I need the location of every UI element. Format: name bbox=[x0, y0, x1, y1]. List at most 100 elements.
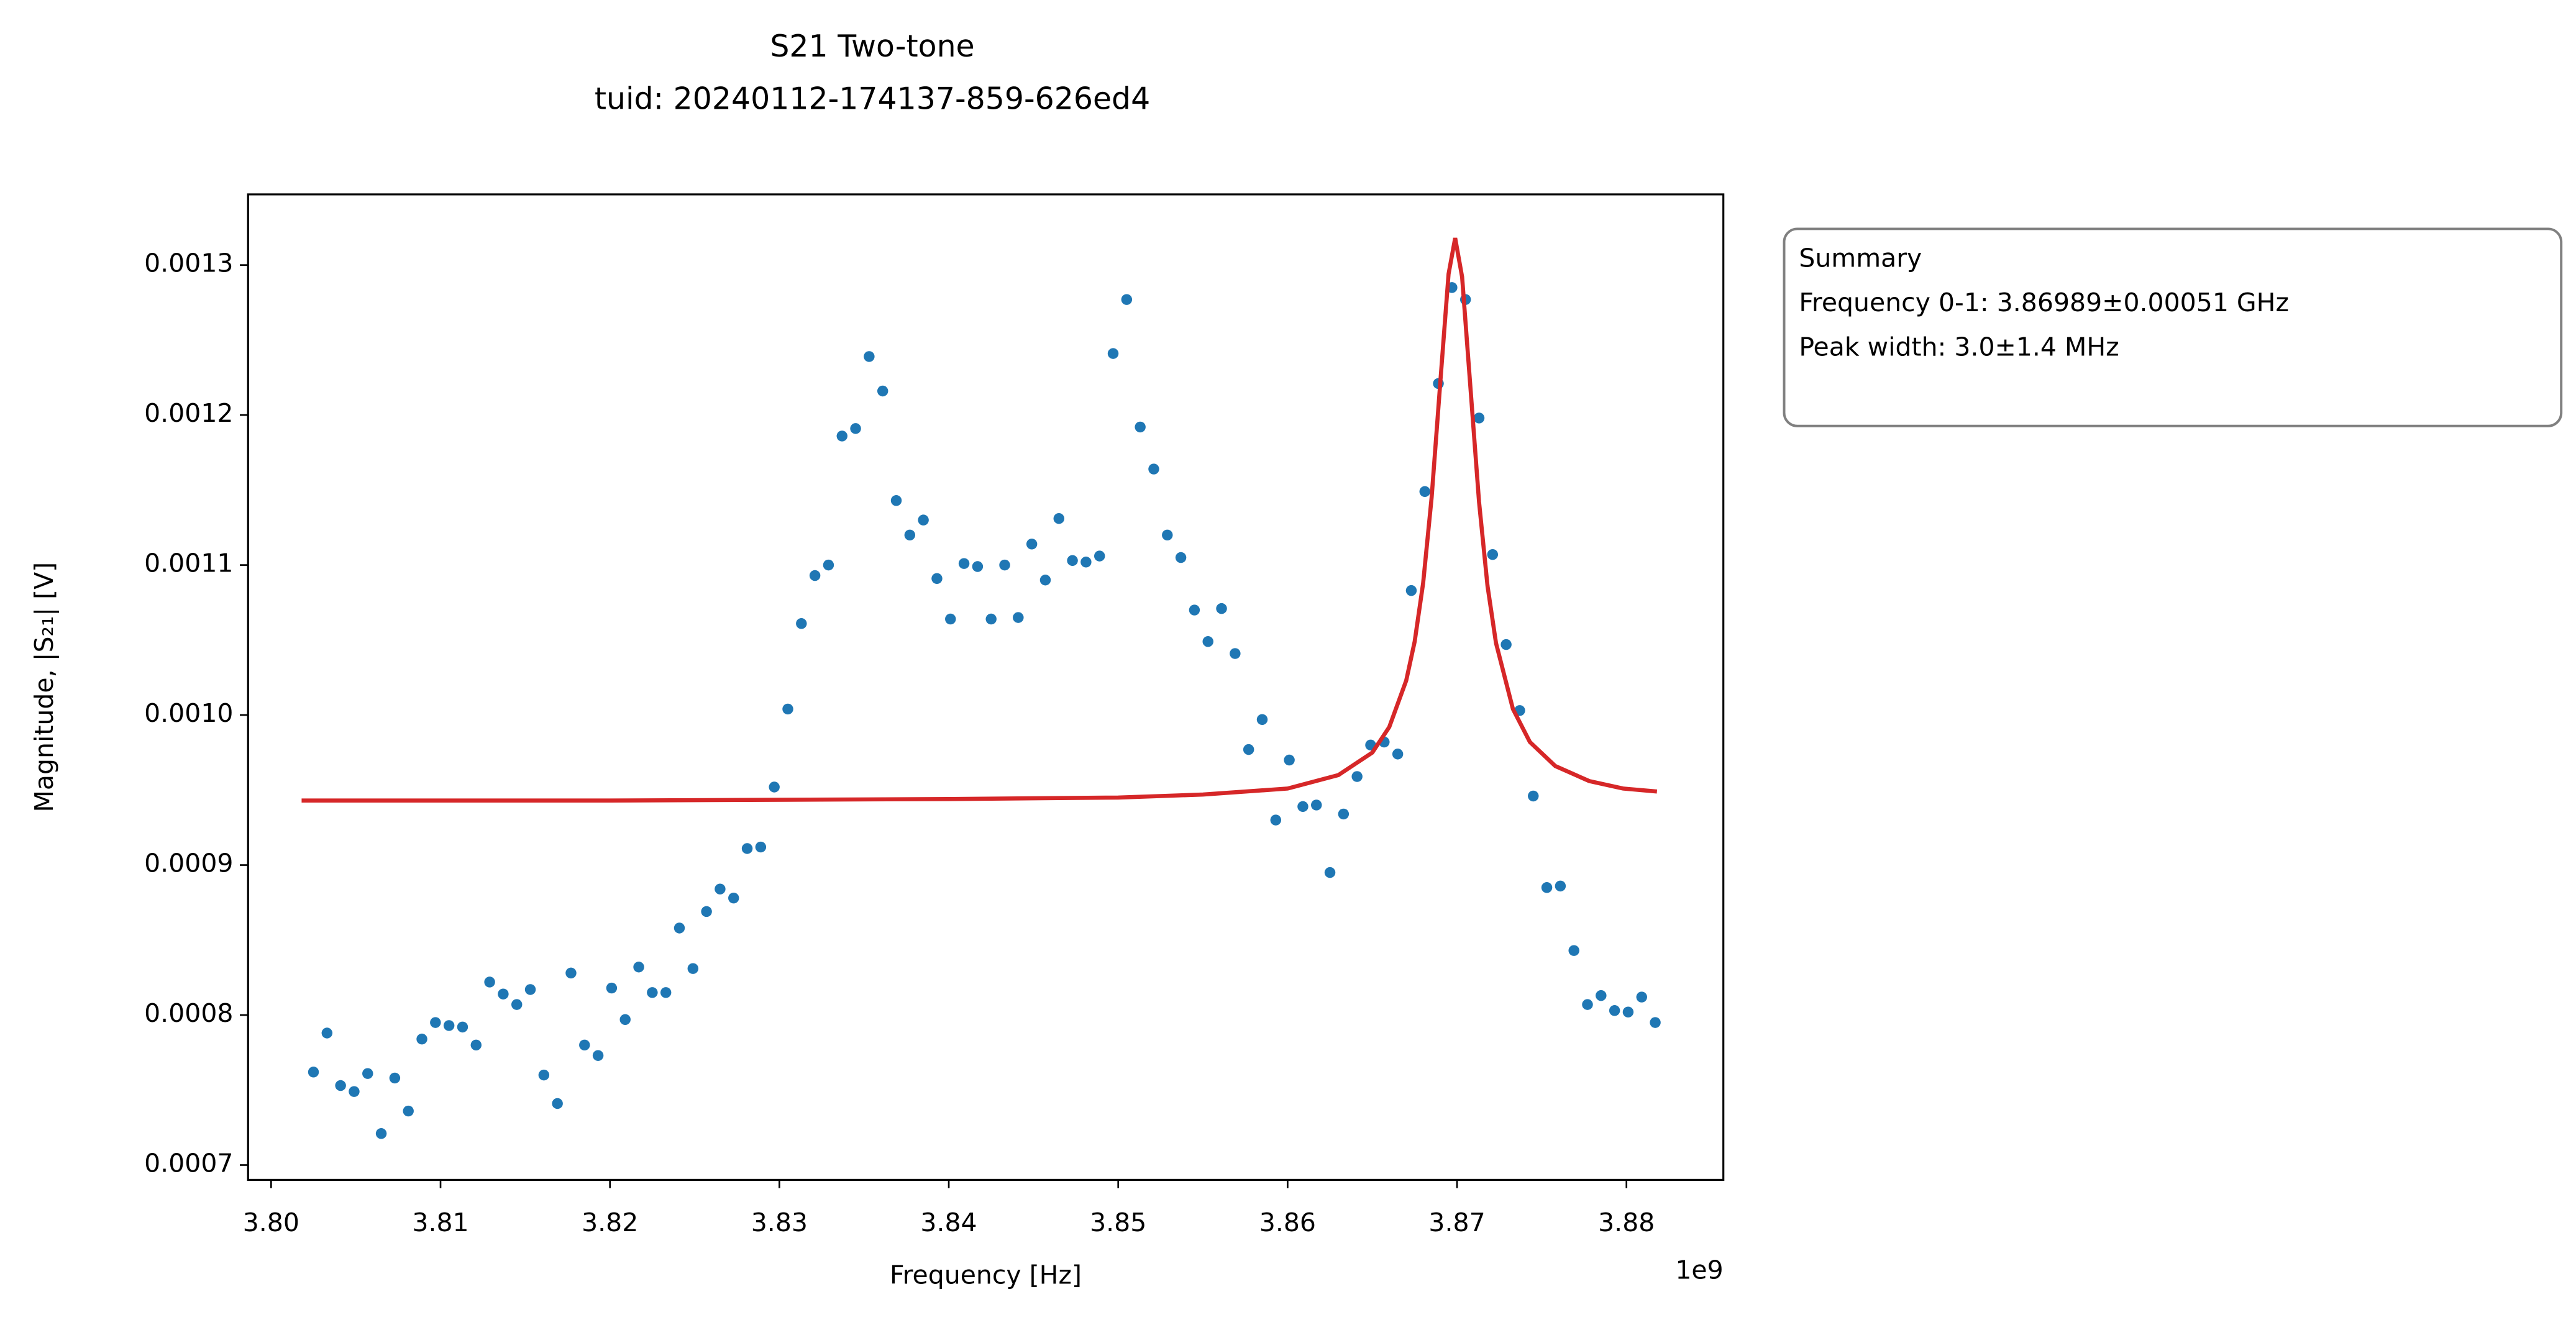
summary-box bbox=[1783, 227, 2563, 427]
data-point bbox=[918, 514, 929, 526]
data-point bbox=[931, 573, 943, 585]
data-point bbox=[1555, 880, 1566, 892]
data-point bbox=[985, 613, 997, 625]
data-point bbox=[1284, 754, 1295, 766]
y-tick-label: 0.0007 bbox=[144, 1148, 233, 1178]
data-point bbox=[1338, 808, 1350, 820]
y-tick-label: 0.0009 bbox=[144, 849, 233, 878]
data-point bbox=[321, 1027, 333, 1039]
data-point bbox=[864, 351, 875, 362]
data-point bbox=[443, 1020, 455, 1031]
data-point bbox=[1324, 867, 1336, 878]
data-point bbox=[1541, 882, 1553, 893]
data-point bbox=[1500, 639, 1512, 650]
data-point bbox=[1080, 557, 1092, 568]
data-point bbox=[1067, 555, 1078, 567]
x-tick-label: 3.87 bbox=[1428, 1208, 1485, 1237]
data-point bbox=[715, 883, 726, 895]
data-point bbox=[674, 922, 685, 934]
data-point bbox=[1039, 575, 1051, 586]
data-point bbox=[1311, 799, 1322, 811]
data-point bbox=[836, 430, 847, 442]
data-point bbox=[524, 984, 536, 995]
x-tick-label: 3.84 bbox=[920, 1208, 977, 1237]
data-point bbox=[1243, 744, 1254, 755]
data-point bbox=[1013, 612, 1024, 623]
data-point bbox=[1148, 463, 1159, 475]
data-point bbox=[1053, 513, 1064, 524]
data-point bbox=[782, 703, 793, 715]
data-point bbox=[809, 570, 821, 581]
data-point bbox=[741, 843, 753, 854]
data-point bbox=[647, 987, 658, 998]
data-point bbox=[1596, 990, 1607, 1001]
data-point bbox=[769, 781, 780, 793]
x-tick-label: 3.82 bbox=[582, 1208, 638, 1237]
data-point bbox=[619, 1014, 631, 1025]
data-point bbox=[1216, 603, 1227, 614]
data-point bbox=[1297, 801, 1309, 813]
chart-subtitle: tuid: 20240112-174137-859-626ed4 bbox=[595, 81, 1150, 117]
data-point bbox=[945, 613, 956, 625]
data-point bbox=[606, 982, 618, 994]
data-point bbox=[362, 1068, 373, 1079]
data-point bbox=[1256, 714, 1268, 726]
data-point bbox=[592, 1050, 604, 1061]
data-point bbox=[403, 1105, 414, 1117]
y-tick-label: 0.0008 bbox=[144, 998, 233, 1028]
data-point bbox=[470, 1039, 482, 1051]
data-point bbox=[1270, 814, 1282, 826]
data-point bbox=[1568, 945, 1579, 956]
summary-line: Peak width: 3.0±1.4 MHz bbox=[1799, 332, 2119, 362]
y-tick-label: 0.0011 bbox=[144, 549, 233, 578]
data-point bbox=[687, 963, 699, 974]
data-point bbox=[349, 1086, 360, 1097]
data-point bbox=[1622, 1006, 1634, 1018]
data-point bbox=[877, 385, 888, 397]
data-point bbox=[1230, 648, 1241, 659]
data-point bbox=[1528, 790, 1539, 802]
data-point bbox=[850, 423, 861, 434]
summary-line: Summary bbox=[1799, 244, 1922, 273]
data-point bbox=[457, 1021, 468, 1033]
data-point bbox=[1202, 636, 1213, 647]
data-point bbox=[579, 1039, 590, 1051]
summary-line: Frequency 0-1: 3.86989±0.00051 GHz bbox=[1799, 288, 2289, 317]
x-tick-label: 3.81 bbox=[412, 1208, 468, 1237]
x-tick-label: 3.80 bbox=[243, 1208, 299, 1237]
data-point bbox=[1419, 486, 1430, 498]
data-point bbox=[1162, 529, 1173, 541]
data-point bbox=[1135, 421, 1146, 433]
data-point bbox=[660, 987, 672, 998]
data-point bbox=[552, 1098, 563, 1109]
data-point bbox=[958, 558, 970, 569]
x-tick-label: 3.83 bbox=[751, 1208, 808, 1237]
data-point bbox=[1094, 550, 1105, 562]
data-point bbox=[389, 1072, 401, 1084]
data-point bbox=[1107, 348, 1119, 359]
data-point bbox=[538, 1069, 550, 1081]
data-point bbox=[565, 967, 577, 979]
data-point bbox=[1582, 999, 1593, 1010]
data-point bbox=[728, 892, 739, 904]
data-point bbox=[796, 618, 807, 629]
data-point bbox=[1487, 549, 1499, 560]
data-point bbox=[1351, 771, 1363, 782]
data-point bbox=[823, 559, 834, 571]
data-point bbox=[416, 1033, 427, 1045]
data-point bbox=[890, 495, 902, 506]
data-point bbox=[1473, 412, 1485, 424]
y-axis-label: Magnitude, |S₂₁| [V] bbox=[29, 562, 59, 813]
data-point bbox=[1189, 604, 1200, 616]
x-tick-label: 3.88 bbox=[1598, 1208, 1655, 1237]
y-tick-label: 0.0010 bbox=[144, 698, 233, 728]
x-axis-label: Frequency [Hz] bbox=[890, 1260, 1082, 1290]
fit-line bbox=[301, 237, 1658, 803]
data-point bbox=[999, 559, 1010, 571]
data-point bbox=[633, 962, 644, 973]
data-point bbox=[1650, 1017, 1661, 1028]
x-offset-label: 1e9 bbox=[1675, 1255, 1723, 1285]
